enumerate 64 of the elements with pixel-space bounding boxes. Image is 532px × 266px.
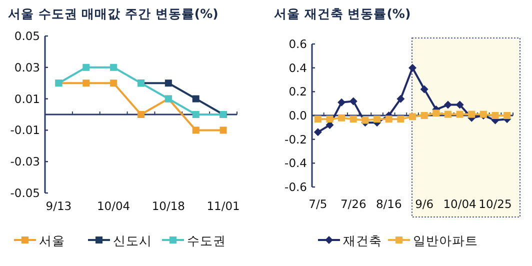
point: [432, 110, 440, 117]
point: [110, 80, 118, 87]
point: [326, 116, 334, 123]
point: [338, 98, 346, 106]
y-tick-label: 0.01: [14, 92, 40, 106]
point: [82, 80, 90, 87]
x-tick-label: 10/18: [152, 199, 186, 213]
point: [396, 94, 405, 103]
point: [338, 114, 346, 122]
legend-label: 일반아파트: [413, 233, 478, 248]
y-tick-label: -0.2: [284, 132, 307, 146]
point: [456, 110, 464, 118]
point: [314, 128, 322, 136]
x-tick-label: 9/6: [415, 197, 434, 211]
point: [408, 64, 416, 72]
legend-label: 수도권: [187, 233, 226, 248]
point: [374, 116, 381, 123]
point: [164, 80, 172, 87]
y-tick-label: -0.05: [10, 186, 40, 200]
x-tick-label: 9/13: [46, 199, 72, 213]
point: [420, 85, 428, 94]
point: [82, 64, 90, 71]
point: [192, 95, 200, 102]
point: [385, 116, 392, 123]
x-tick-label: 10/04: [96, 199, 130, 213]
chart-title: 서울 수도권 매매값 주간 변동률(%): [8, 6, 218, 21]
point: [349, 97, 358, 106]
point: [468, 110, 476, 118]
point: [192, 126, 200, 134]
point: [420, 112, 428, 119]
legend-label: 서울: [39, 233, 65, 248]
legend-label: 재건축: [343, 233, 382, 248]
x-tick-label: 7/26: [340, 197, 366, 211]
x-tick-label: 10/25: [478, 197, 512, 211]
y-tick-label: -0.03: [10, 154, 40, 169]
point: [409, 113, 416, 120]
y-tick-label: -0.4: [284, 156, 307, 170]
point: [444, 110, 452, 118]
point: [397, 116, 404, 123]
y-tick-label: -0.6: [284, 180, 307, 194]
x-tick-label: 7/5: [308, 197, 328, 211]
y-tick-label: 0.2: [288, 84, 307, 99]
point: [456, 100, 464, 109]
chart-title: 서울 재건축 변동률(%): [274, 6, 411, 21]
x-tick-label: 11/01: [206, 199, 240, 213]
y-tick-label: 0.05: [14, 29, 40, 43]
point: [362, 116, 369, 124]
point: [138, 111, 144, 118]
point: [350, 116, 357, 123]
x-tick-label: 10/04: [443, 197, 476, 211]
point: [492, 112, 499, 119]
point: [314, 116, 322, 123]
point: [444, 100, 452, 109]
x-tick-label: 8/16: [376, 197, 402, 211]
y-tick-label: 0.03: [14, 60, 40, 74]
point: [220, 126, 227, 134]
y-tick-label: -0.01: [10, 123, 40, 138]
y-tick-label: 0.4: [288, 60, 307, 75]
y-tick-label: 0.6: [288, 37, 307, 51]
point: [192, 111, 200, 118]
point: [110, 64, 118, 71]
y-tick-label: 0.0: [288, 108, 307, 122]
point: [504, 112, 511, 119]
legend-label: 신도시: [113, 233, 152, 248]
